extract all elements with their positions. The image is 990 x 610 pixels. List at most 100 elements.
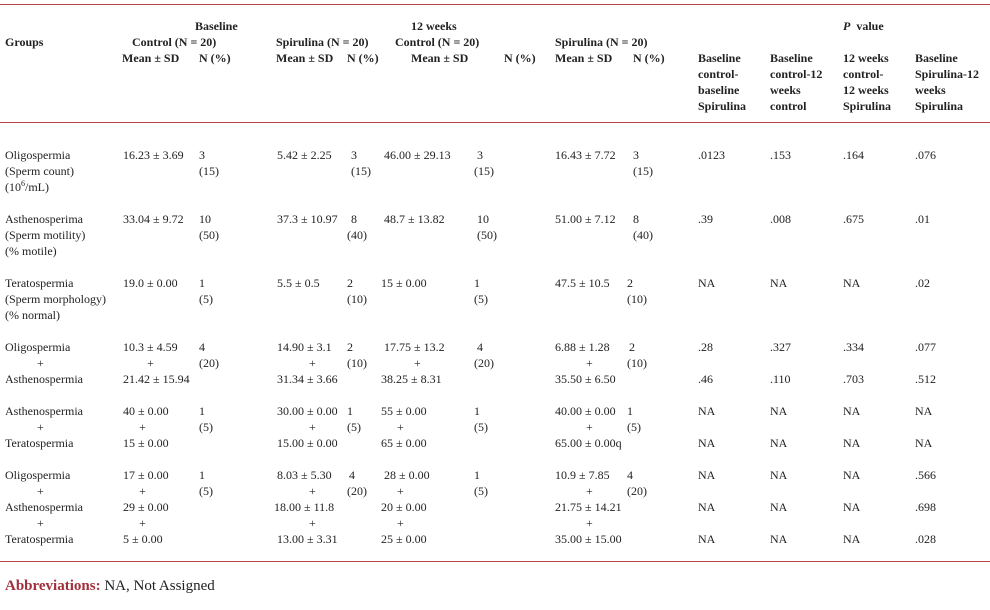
cell-mean: 28 ± 0.00 (384, 468, 430, 482)
cell-mean: 10.3 ± 4.59 (123, 340, 178, 354)
row-label: Asthenospermia (5, 404, 83, 418)
cell-p: .008 (770, 212, 791, 226)
footnote-text: NA, Not Assigned (104, 578, 215, 594)
header-n-pct: N (%) (199, 51, 231, 65)
row-label: (% normal) (5, 308, 60, 322)
cell-p: NA (915, 436, 933, 450)
cell-mean: 15.00 ± 0.00 (277, 436, 338, 450)
cell-p: .46 (698, 372, 713, 386)
cell-plus: + (139, 516, 146, 530)
cell-mean: 21.75 ± 14.21 (555, 500, 622, 514)
cell-p: .110 (770, 372, 791, 386)
cell-p: NA (843, 532, 861, 546)
cell-p: NA (915, 404, 933, 418)
cell-n: 1 (474, 468, 480, 482)
cell-plus: + (147, 356, 154, 370)
cell-plus: + (586, 516, 593, 530)
cell-n: 4 (349, 468, 355, 482)
cell-p: NA (698, 500, 716, 514)
cell-mean: 6.88 ± 1.28 (555, 340, 610, 354)
cell-p: .077 (915, 340, 936, 354)
cell-p: .334 (843, 340, 864, 354)
row-label: Teratospermia (5, 532, 74, 546)
cell-pct: (5) (199, 292, 213, 306)
cell-plus: + (586, 484, 593, 498)
cell-plus: + (139, 484, 146, 498)
cell-mean: 17.75 ± 13.2 (384, 340, 445, 354)
cell-p: .01 (915, 212, 930, 226)
cell-pct: (20) (199, 356, 219, 370)
cell-n: 1 (474, 276, 480, 290)
top-rule (0, 4, 990, 5)
cell-pct: (20) (347, 484, 367, 498)
cell-mean: 15 ± 0.00 (123, 436, 169, 450)
cell-mean: 65.00 ± 0.00q (555, 436, 622, 450)
cell-mean: 17 ± 0.00 (123, 468, 169, 482)
cell-p: NA (698, 532, 716, 546)
cell-mean: 40.00 ± 0.00 (555, 404, 616, 418)
header-spirulina-12w: Spirulina (N = 20) (555, 35, 648, 49)
cell-n: 10 (477, 212, 489, 226)
cell-plus: + (309, 356, 316, 370)
cell-mean: 15 ± 0.00 (381, 276, 427, 290)
row-label: + (37, 420, 44, 434)
cell-pct: (15) (633, 164, 653, 178)
cell-p: NA (843, 276, 861, 290)
cell-pct: (5) (347, 420, 361, 434)
row-label: (Sperm morphology) (5, 292, 106, 306)
cell-mean: 30.00 ± 0.00 (277, 404, 338, 418)
cell-pct: (20) (474, 356, 494, 370)
cell-pct: (5) (474, 292, 488, 306)
cell-pct: (40) (347, 228, 367, 242)
cell-n: 2 (627, 276, 633, 290)
header-12-weeks: 12 weeks (411, 19, 457, 33)
header-mean-sd: Mean ± SD (276, 51, 334, 65)
cell-pct: (50) (477, 228, 497, 242)
cell-p: .02 (915, 276, 930, 290)
cell-n: 8 (351, 212, 357, 226)
cell-n: 1 (347, 404, 353, 418)
header-mean-sd: Mean ± SD (555, 51, 613, 65)
cell-pct: (10) (347, 356, 367, 370)
row-label: + (37, 356, 44, 370)
cell-p: .566 (915, 468, 936, 482)
cell-mean: 48.7 ± 13.82 (384, 212, 445, 226)
cell-mean: 10.9 ± 7.85 (555, 468, 610, 482)
cell-n: 3 (633, 148, 639, 162)
cell-pct: (40) (633, 228, 653, 242)
row-label: Oligospermia (5, 148, 71, 162)
cell-p: .327 (770, 340, 791, 354)
cell-plus: + (397, 484, 404, 498)
cell-n: 3 (477, 148, 483, 162)
cell-p: .675 (843, 212, 864, 226)
cell-plus: + (309, 484, 316, 498)
cell-mean: 5.5 ± 0.5 (277, 276, 320, 290)
header-n-pct: N (%) (504, 51, 536, 65)
cell-p: NA (843, 404, 861, 418)
cell-n: 4 (627, 468, 633, 482)
cell-mean: 55 ± 0.00 (381, 404, 427, 418)
cell-mean: 51.00 ± 7.12 (555, 212, 616, 226)
row-label: Oligospermia (5, 468, 71, 482)
cell-mean: 65 ± 0.00 (381, 436, 427, 450)
cell-pct: (10) (347, 292, 367, 306)
cell-mean: 16.43 ± 7.72 (555, 148, 616, 162)
footnote-label: Abbreviations: (5, 578, 101, 594)
cell-n: 1 (199, 468, 205, 482)
cell-plus: + (397, 516, 404, 530)
cell-n: 1 (199, 276, 205, 290)
cell-plus: + (309, 516, 316, 530)
cell-mean: 20 ± 0.00 (381, 500, 427, 514)
cell-n: 3 (351, 148, 357, 162)
row-label: (% motile) (5, 244, 57, 258)
table-footnote: Abbreviations: NA, Not Assigned (5, 577, 215, 595)
row-label: (106/mL) (5, 179, 49, 195)
header-baseline: Baseline (195, 19, 238, 33)
cell-p: .076 (915, 148, 936, 162)
cell-plus: + (309, 420, 316, 434)
cell-p: .164 (843, 148, 864, 162)
cell-n: 2 (629, 340, 635, 354)
cell-p: NA (698, 468, 716, 482)
cell-pct: (10) (627, 356, 647, 370)
cell-plus: + (586, 420, 593, 434)
